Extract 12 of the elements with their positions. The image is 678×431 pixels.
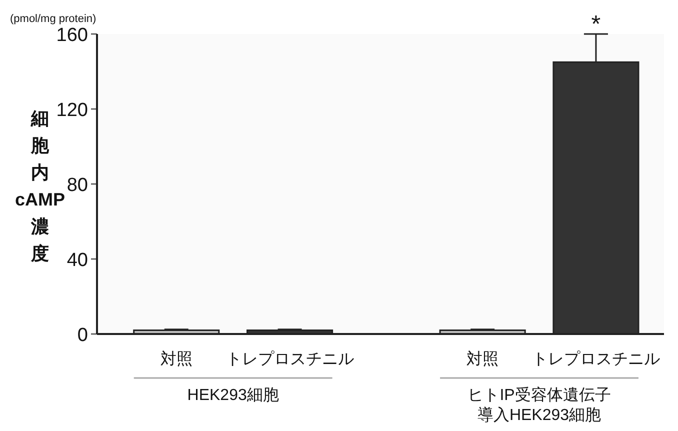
x-tick-label: トレプロスチニル	[532, 350, 660, 368]
annotation: *	[591, 11, 601, 38]
y-tick-label: 40	[66, 250, 88, 271]
y-tick-label: 0	[77, 325, 88, 346]
text: (pmol/mg protein)	[10, 13, 96, 25]
text: HEK293細胞	[187, 387, 279, 404]
x-tick-label: 対照	[466, 350, 499, 368]
text: ヒトIP受容体遺伝子導入HEK293細胞	[468, 386, 611, 424]
x-tick-label: トレプロスチニル	[226, 350, 354, 368]
x-tick-label: 対照	[160, 350, 192, 368]
y-tick-label: 160	[56, 25, 88, 46]
y-tick-label: 80	[66, 175, 88, 196]
